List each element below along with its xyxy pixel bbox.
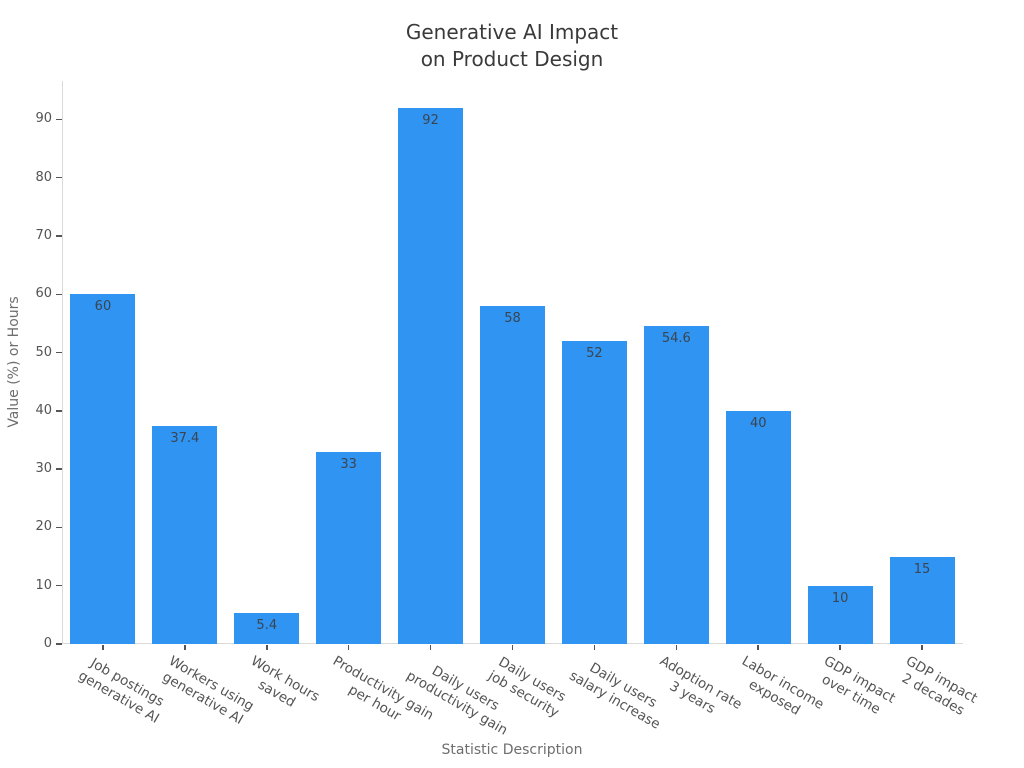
bar-value-label: 15 (913, 561, 931, 577)
x-tick-label: GDP impact over time (819, 653, 899, 718)
bar (70, 294, 136, 644)
x-tick (511, 645, 514, 650)
bar-value-label: 92 (422, 112, 439, 128)
x-tick-label: Workers using generative AI (159, 653, 257, 729)
x-tick (184, 645, 186, 650)
y-tick-label: 60 (35, 286, 52, 302)
x-tick (266, 645, 268, 650)
bar (725, 410, 791, 644)
bar (316, 451, 382, 644)
bar (643, 325, 709, 644)
y-tick-label: 10 (35, 577, 52, 593)
bar (398, 107, 464, 644)
bar (807, 585, 873, 644)
x-axis-title: Statistic Description (441, 742, 583, 758)
y-tick (55, 468, 62, 470)
chart-title: Generative AI Impact on Product Design (405, 20, 619, 71)
x-tick-label: Work hours saved (247, 653, 322, 711)
bar-value-label: 54.6 (661, 330, 691, 346)
y-tick-label: 50 (35, 344, 52, 360)
bar-value-label: 52 (586, 345, 603, 361)
bar (480, 305, 545, 644)
x-tick-label: GDP impact 2 decades (899, 653, 981, 719)
bar-value-label: 5.4 (256, 617, 278, 633)
y-tick (55, 585, 62, 587)
y-tick (55, 177, 62, 179)
x-tick (429, 645, 432, 650)
bar-value-label: 60 (94, 299, 112, 315)
y-tick (55, 643, 62, 645)
y-tick (55, 526, 62, 529)
y-tick (55, 410, 62, 412)
y-tick (55, 118, 62, 121)
y-tick-label: 30 (35, 461, 52, 477)
bar-value-label: 10 (831, 590, 849, 606)
x-tick (921, 645, 923, 650)
x-tick (757, 645, 759, 650)
y-tick-label: 70 (35, 228, 52, 244)
bar-value-label: 37.4 (170, 431, 200, 447)
y-tick-label: 20 (35, 519, 52, 535)
x-tick (675, 645, 678, 650)
y-tick-label: 90 (35, 111, 52, 127)
y-tick-label: 40 (35, 402, 52, 418)
y-tick-label: 80 (35, 169, 52, 185)
y-tick-label: 0 (43, 636, 52, 651)
y-tick (55, 293, 62, 295)
x-tick (839, 645, 841, 650)
x-tick-label: Job postings generative AI (75, 655, 167, 727)
y-tick (55, 235, 62, 237)
bar (234, 612, 300, 644)
y-tick (55, 351, 62, 354)
x-tick-label: Labor income exposed (739, 653, 827, 719)
bar (561, 340, 627, 644)
bar (889, 556, 955, 644)
x-tick (593, 645, 596, 650)
bar-value-label: 33 (340, 456, 357, 472)
x-tick (102, 645, 104, 650)
bar-value-label: 58 (504, 310, 521, 326)
x-tick-label: Daily users salary increase (566, 659, 664, 733)
bar-value-label: 40 (749, 415, 767, 431)
x-tick (347, 645, 350, 650)
bar (152, 426, 218, 644)
